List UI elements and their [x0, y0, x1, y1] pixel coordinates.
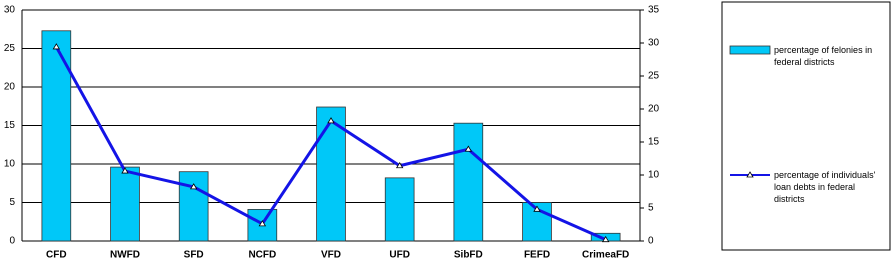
marker [258, 220, 267, 227]
x-tick-label: SibFD [454, 250, 483, 261]
marker [464, 145, 473, 152]
marker [601, 235, 610, 243]
y2-tick-label: 20 [648, 104, 660, 115]
y-tick-label: 20 [4, 82, 16, 93]
legend-box [721, 1, 891, 251]
legend-label: percentage of felonies in federal distri… [774, 45, 873, 67]
y-tick-label: 25 [4, 43, 16, 54]
bar [384, 177, 415, 242]
marker [533, 205, 541, 212]
marker [52, 43, 61, 50]
legend-swatch [729, 45, 771, 55]
y2-tick-label: 5 [648, 203, 654, 214]
y2-tick-label: 15 [648, 137, 660, 148]
x-tick-label: NCFD [248, 250, 276, 261]
x-tick-label: SFD [184, 250, 204, 261]
x-tick-label: CrimeaFD [582, 250, 629, 261]
legend-marker [746, 171, 754, 178]
y2-tick-label: 0 [648, 236, 654, 247]
marker [121, 167, 129, 174]
x-tick-label: NWFD [110, 250, 140, 261]
y-tick-label: 10 [4, 159, 16, 170]
legend-label-box: percentage of felonies in federal distri… [774, 45, 873, 67]
marker [395, 161, 404, 169]
bar [453, 122, 484, 242]
marker [327, 117, 335, 124]
y2-tick-label: 35 [648, 5, 660, 16]
legend-label-box: percentage of individuals' loan debts in… [774, 170, 876, 204]
y-tick-label: 15 [4, 120, 16, 131]
bar [316, 106, 346, 242]
x-tick-label: FEFD [524, 250, 550, 261]
y2-tick-label: 30 [648, 38, 660, 49]
y-tick-label: 0 [9, 236, 15, 247]
marker [189, 183, 198, 190]
y-tick-label: 30 [4, 5, 16, 16]
x-tick-label: VFD [321, 250, 341, 261]
bar [178, 171, 209, 242]
bar [110, 166, 140, 242]
x-tick-label: UFD [389, 250, 410, 261]
y2-tick-label: 25 [648, 71, 660, 82]
legend-label: percentage of individuals' loan debts in… [774, 170, 876, 204]
y-tick-label: 5 [9, 197, 15, 208]
y2-tick-label: 10 [648, 170, 660, 181]
x-tick-label: CFD [46, 250, 67, 261]
